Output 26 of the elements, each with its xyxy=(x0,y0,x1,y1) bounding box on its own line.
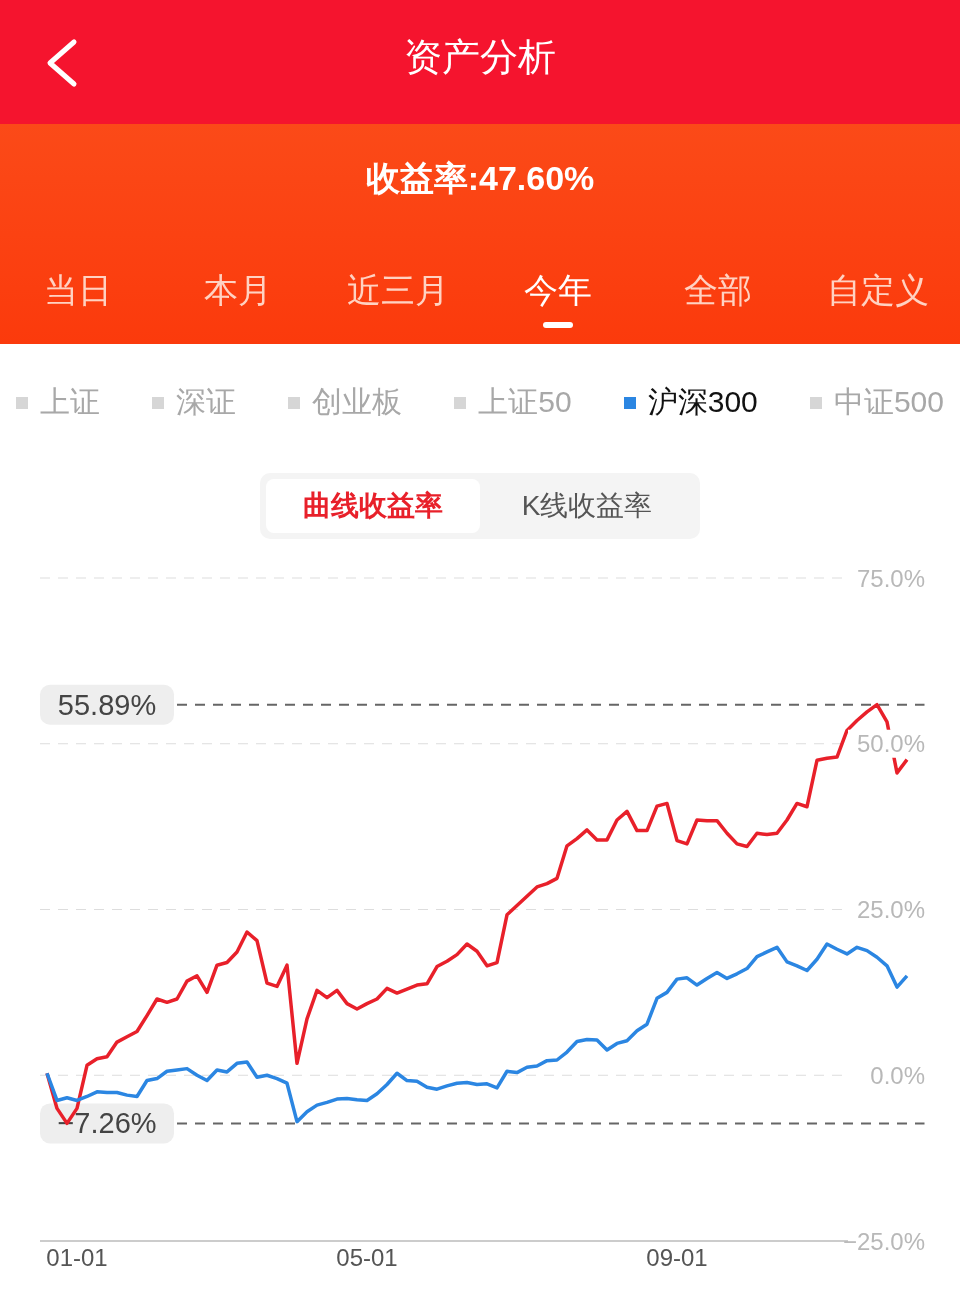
chart-subtitle: 收益率:47.60% xyxy=(364,158,596,199)
text: 当日 xyxy=(43,270,113,311)
text: 本月 xyxy=(203,270,273,311)
y-tick-label: −25.0% xyxy=(842,1227,925,1255)
text: K线收益率 xyxy=(520,489,654,523)
ref-line-label: 55.89% xyxy=(57,688,157,721)
legend-label: 沪深300 xyxy=(646,384,758,420)
x-tick-label: 01-01 xyxy=(46,1244,108,1272)
chart-title: 资产分析 xyxy=(403,35,557,80)
text: 自定义 xyxy=(826,270,930,311)
x-tick-label: 09-01 xyxy=(646,1244,708,1272)
text: 创业板 xyxy=(311,384,403,420)
text: 中证500 xyxy=(832,384,944,420)
text: 今年 xyxy=(523,270,593,311)
text: 近三月 xyxy=(346,270,450,311)
y-tick-label: 0.0% xyxy=(870,1061,925,1089)
y-tick-label: 25.0% xyxy=(856,896,925,923)
x-tick-label: 05-01 xyxy=(336,1244,398,1272)
y-tick-label: 50.0% xyxy=(856,730,925,758)
text: 曲线收益率 xyxy=(266,479,480,533)
ref-line-label: −7.26% xyxy=(57,1107,157,1140)
text: 上证 xyxy=(39,384,100,420)
text: 全部 xyxy=(683,270,753,311)
y-tick-label: 75.0% xyxy=(856,564,925,592)
text: 深证 xyxy=(175,384,237,420)
text: 上证50 xyxy=(477,384,572,420)
